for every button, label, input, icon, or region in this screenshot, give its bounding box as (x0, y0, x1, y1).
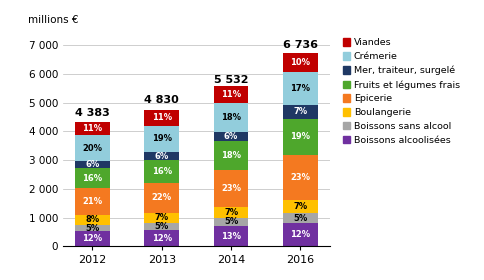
Text: 7%: 7% (293, 202, 307, 211)
Text: 22%: 22% (151, 193, 171, 202)
Bar (144, 230, 179, 246)
Bar (283, 118, 317, 155)
Text: 6%: 6% (154, 151, 168, 161)
Bar (283, 155, 317, 200)
Bar (283, 200, 317, 213)
Text: 21%: 21% (82, 197, 102, 206)
Text: 12%: 12% (82, 234, 102, 243)
Bar (75, 122, 109, 136)
Text: 5%: 5% (224, 217, 238, 226)
Bar (75, 136, 109, 161)
Text: 11%: 11% (221, 90, 241, 99)
Text: 6 736: 6 736 (282, 40, 317, 50)
Text: 19%: 19% (151, 134, 171, 143)
Text: 6%: 6% (85, 160, 99, 169)
Bar (213, 170, 248, 207)
Bar (283, 213, 317, 223)
Bar (213, 86, 248, 103)
Text: 10%: 10% (290, 58, 310, 67)
Text: 16%: 16% (82, 174, 102, 183)
Bar (75, 188, 109, 215)
Bar (144, 110, 179, 125)
Text: 8%: 8% (85, 215, 99, 225)
Bar (144, 183, 179, 213)
Text: 7%: 7% (154, 213, 168, 222)
Bar (213, 132, 248, 141)
Text: 17%: 17% (290, 84, 310, 93)
Bar (144, 223, 179, 230)
Text: 4 830: 4 830 (144, 95, 179, 105)
Text: 6%: 6% (224, 132, 238, 141)
Bar (283, 53, 317, 72)
Bar (75, 168, 109, 188)
Bar (75, 225, 109, 231)
Bar (75, 215, 109, 225)
Bar (283, 223, 317, 246)
Text: 13%: 13% (221, 232, 241, 241)
Bar (213, 207, 248, 218)
Text: 7%: 7% (224, 208, 238, 217)
Text: 12%: 12% (290, 230, 310, 239)
Bar (144, 160, 179, 183)
Text: 5%: 5% (85, 224, 99, 233)
Bar (144, 125, 179, 152)
Bar (213, 103, 248, 132)
Text: 5%: 5% (293, 214, 307, 223)
Text: 5 532: 5 532 (213, 75, 248, 85)
Bar (75, 231, 109, 246)
Text: 7%: 7% (293, 107, 307, 116)
Bar (213, 218, 248, 226)
Bar (75, 161, 109, 168)
Bar (213, 226, 248, 246)
Bar (144, 213, 179, 223)
Legend: Viandes, Crémerie, Mer, traiteur, surgelé, Fruits et légumes frais, Epicerie, Bo: Viandes, Crémerie, Mer, traiteur, surgel… (342, 38, 459, 144)
Text: 4 383: 4 383 (75, 108, 110, 118)
Text: millions €: millions € (28, 15, 79, 25)
Text: 20%: 20% (82, 144, 102, 153)
Text: 23%: 23% (290, 173, 310, 182)
Text: 12%: 12% (151, 234, 171, 242)
Text: 23%: 23% (221, 184, 241, 193)
Bar (144, 152, 179, 160)
Text: 19%: 19% (290, 132, 310, 141)
Bar (213, 141, 248, 170)
Text: 11%: 11% (151, 113, 171, 122)
Text: 5%: 5% (154, 222, 168, 231)
Bar (283, 105, 317, 118)
Text: 11%: 11% (82, 124, 102, 133)
Text: 16%: 16% (151, 167, 171, 176)
Text: 18%: 18% (221, 151, 241, 160)
Bar (283, 72, 317, 105)
Text: 18%: 18% (221, 113, 241, 122)
